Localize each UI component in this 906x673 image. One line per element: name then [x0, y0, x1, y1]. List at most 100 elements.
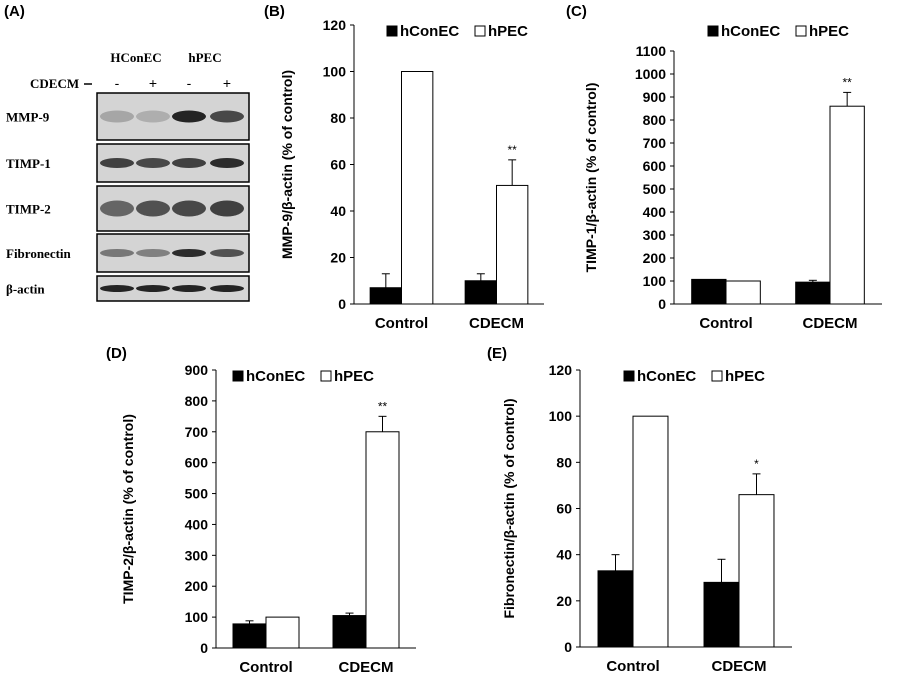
bar-hconec-cdecm — [464, 280, 497, 305]
y-tick-label: 400 — [643, 204, 667, 220]
blot-band — [136, 249, 170, 257]
y-tick-label: 200 — [185, 578, 209, 594]
y-tick-label: 900 — [643, 89, 667, 105]
legend-swatch — [320, 370, 332, 382]
y-tick-label: 120 — [549, 362, 573, 378]
legend-label: hConEC — [400, 23, 459, 40]
legend-swatch — [232, 370, 244, 382]
legend-label: hConEC — [637, 368, 696, 385]
y-tick-label: 900 — [185, 362, 209, 378]
y-tick-label: 60 — [330, 157, 346, 173]
panel-label-b: (B) — [264, 3, 285, 20]
blot-band — [136, 110, 170, 123]
panel-label-c: (C) — [566, 3, 587, 20]
y-tick-label: 40 — [556, 547, 572, 563]
blot-band — [172, 249, 206, 257]
blot-row-label: Fibronectin — [6, 246, 72, 261]
legend-swatch — [795, 25, 807, 37]
y-tick-label: 300 — [185, 547, 209, 563]
y-tick-label: 100 — [323, 64, 347, 80]
y-tick-label: 100 — [549, 408, 573, 424]
y-tick-label: 120 — [323, 17, 347, 33]
chart-timp1: 0 100 200 300 400 500 600 700 800 900 1000 1100 TIMP… — [583, 23, 882, 332]
blot-band — [136, 158, 170, 168]
blot-lane-sign-2: + — [149, 75, 157, 91]
y-tick-label: 800 — [185, 393, 209, 409]
legend-label: hConEC — [721, 23, 780, 40]
y-axis-label: TIMP-2/β-actin (% of control) — [120, 414, 136, 604]
legend-swatch — [707, 25, 719, 37]
blot-row-label: β-actin — [6, 282, 45, 297]
y-axis-label: Fibronectin/β-actin (% of control) — [501, 398, 517, 618]
x-tick-label: Control — [606, 658, 659, 673]
legend-swatch — [711, 370, 723, 382]
panel-label-d: (D) — [106, 345, 127, 362]
x-tick-label: CDECM — [469, 315, 524, 332]
y-tick-label: 60 — [556, 501, 572, 517]
y-tick-label: 0 — [200, 640, 208, 656]
y-tick-label: 300 — [643, 227, 667, 243]
y-tick-label: 80 — [330, 110, 346, 126]
y-tick-label: 1000 — [635, 66, 666, 82]
legend-swatch — [623, 370, 635, 382]
bar-hconec-control — [232, 623, 267, 649]
bar-hconec-cdecm — [795, 281, 831, 305]
significance-marker: ** — [842, 75, 852, 89]
y-axis-label: MMP-9/β-actin (% of control) — [279, 70, 295, 259]
y-tick-label: 800 — [643, 112, 667, 128]
blot-group-label-hconec: HConEC — [110, 50, 161, 65]
blot-row-label: TIMP-1 — [6, 156, 51, 171]
chart-mmp9: 0 20 40 60 80 100 120 MMP-9/β-actin (% of contr… — [279, 17, 544, 332]
y-tick-label: 1100 — [636, 43, 667, 59]
y-tick-label: 700 — [185, 424, 209, 440]
blot-lane-sign-4: + — [223, 75, 231, 91]
legend-label: hPEC — [725, 368, 765, 385]
x-tick-label: Control — [375, 315, 428, 332]
bar-hpec-control — [725, 280, 761, 305]
blot-band — [100, 200, 134, 217]
x-tick-label: CDECM — [803, 315, 858, 332]
significance-marker: * — [754, 457, 759, 471]
y-tick-label: 200 — [643, 250, 667, 266]
y-tick-label: 40 — [330, 203, 346, 219]
blot-band — [100, 285, 134, 292]
blot-band — [210, 110, 244, 123]
bar-hconec-control — [691, 278, 727, 305]
panel-label-e: (E) — [487, 345, 507, 362]
blot-lane-sign-1: - — [115, 75, 120, 91]
significance-marker: ** — [508, 143, 518, 157]
blot-band — [136, 285, 170, 292]
significance-marker: ** — [378, 399, 388, 413]
y-tick-label: 100 — [185, 609, 209, 625]
blot-band — [210, 285, 244, 292]
bar-hconec-cdecm — [703, 581, 740, 648]
chart-timp2: 0 100 200 300 400 500 600 700 800 900 TIMP-2/β-act… — [120, 362, 416, 673]
legend-label: hPEC — [809, 23, 849, 40]
legend-swatch — [474, 25, 486, 37]
legend-swatch — [386, 25, 398, 37]
y-tick-label: 500 — [643, 181, 667, 197]
y-tick-label: 20 — [330, 250, 346, 266]
y-tick-label: 100 — [643, 273, 667, 289]
y-tick-label: 500 — [185, 486, 209, 502]
y-tick-label: 700 — [643, 135, 667, 151]
blot-group-label-hpec: hPEC — [188, 50, 221, 65]
blot-band — [172, 200, 206, 217]
bar-hpec-cdecm — [738, 494, 775, 648]
bar-hpec-cdecm — [829, 105, 865, 305]
bar-hpec-cdecm — [365, 431, 400, 649]
panel-label-a: (A) — [4, 3, 25, 20]
bar-hpec-control — [632, 415, 669, 648]
bar-hconec-cdecm — [332, 615, 367, 649]
y-tick-label: 20 — [556, 593, 572, 609]
x-tick-label: CDECM — [712, 658, 767, 673]
blot-lane-sign-3: - — [187, 75, 192, 91]
bar-hconec-control — [369, 287, 403, 305]
western-blot-panel: HConEC hPEC CDECM - + - + MMP-9 TIMP-1 TIM… — [6, 50, 250, 302]
bar-hpec-control — [401, 71, 434, 305]
blot-band — [210, 158, 244, 168]
y-tick-label: 600 — [643, 158, 667, 174]
blot-band — [210, 200, 244, 217]
x-tick-label: CDECM — [339, 659, 394, 673]
y-tick-label: 600 — [185, 455, 209, 471]
